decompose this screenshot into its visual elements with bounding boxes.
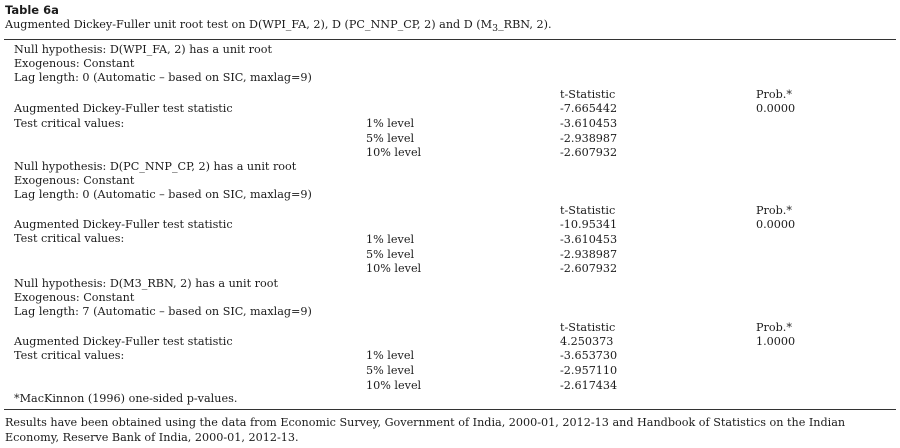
- critical-value: -2.938987: [560, 132, 618, 145]
- exogenous-row: Exogenous: Constant: [14, 291, 896, 305]
- critical-row-1: Test critical values: 1% level -3.610453: [14, 117, 896, 131]
- adf-t-statistic: -7.665442: [560, 102, 618, 115]
- critical-value: -3.610453: [560, 117, 618, 130]
- critical-values-label: Test critical values:: [14, 349, 125, 362]
- critical-values-label: Test critical values:: [14, 117, 125, 130]
- level-label: 1% level: [366, 349, 415, 362]
- adf-label: Augmented Dickey-Fuller test statistic: [14, 102, 233, 115]
- t-statistic-header: t-Statistic: [560, 204, 616, 217]
- null-hypothesis: Null hypothesis: D(WPI_FA, 2) has a unit…: [14, 43, 272, 56]
- prob-header: Prob.*: [756, 321, 792, 334]
- critical-value: -3.610453: [560, 233, 618, 246]
- critical-row-2: 5% level -2.938987: [14, 248, 896, 262]
- prob-header: Prob.*: [756, 88, 792, 101]
- critical-value: -3.653730: [560, 349, 618, 362]
- critical-value: -2.938987: [560, 248, 618, 261]
- lag-length-row: Lag length: 0 (Automatic – based on SIC,…: [14, 188, 896, 202]
- null-hypothesis: Null hypothesis: D(M3_RBN, 2) has a unit…: [14, 277, 278, 290]
- exogenous: Exogenous: Constant: [14, 291, 135, 304]
- table-label: Table 6a: [5, 3, 59, 17]
- level-label: 10% level: [366, 262, 422, 275]
- null-hypothesis-row: Null hypothesis: D(M3_RBN, 2) has a unit…: [14, 277, 896, 291]
- exogenous-row: Exogenous: Constant: [14, 174, 896, 188]
- adf-row: Augmented Dickey-Fuller test statistic -…: [14, 218, 896, 232]
- level-label: 1% level: [366, 117, 415, 130]
- lag-length: Lag length: 0 (Automatic – based on SIC,…: [14, 71, 312, 84]
- adf-probability: 1.0000: [756, 335, 796, 348]
- adf-probability: 0.0000: [756, 102, 796, 115]
- exogenous-row: Exogenous: Constant: [14, 57, 896, 71]
- critical-row-1: Test critical values:: [14, 232, 896, 246]
- critical-row-2: 5% level -2.938987: [14, 132, 896, 146]
- footnote-row: *MacKinnon (1996) one-sided p-values.: [14, 392, 896, 406]
- lag-length: Lag length: 7 (Automatic – based on SIC,…: [14, 305, 312, 318]
- table-body: Null hypothesis: D(WPI_FA, 2) has a unit…: [14, 43, 896, 405]
- footnote: *MacKinnon (1996) one-sided p-values.: [14, 392, 238, 405]
- critical-row-2: 5% level -2.957110: [14, 364, 896, 378]
- critical-value: -2.957110: [560, 364, 618, 377]
- critical-row-3: 10% level -2.617434: [14, 379, 896, 393]
- column-header-row: t-Statistic Prob.*: [14, 204, 896, 218]
- lag-length-row: Lag length: 7 (Automatic – based on SIC,…: [14, 305, 896, 319]
- adf-probability: 0.0000: [756, 218, 796, 231]
- adf-t-statistic: -10.95341: [560, 218, 618, 231]
- top-rule: [4, 39, 896, 40]
- level-label: 5% level: [366, 132, 415, 145]
- column-header-row: t-Statistic Prob.*: [14, 88, 896, 102]
- table-caption: Augmented Dickey-Fuller unit root test o…: [5, 18, 552, 35]
- level-label: 5% level: [366, 248, 415, 261]
- critical-row-3: 10% level -2.607932: [14, 262, 896, 276]
- level-label: 10% level: [366, 379, 422, 392]
- source-note: Results have been obtained using the dat…: [5, 416, 846, 444]
- adf-row: Augmented Dickey-Fuller test statistic 4…: [14, 335, 896, 349]
- null-hypothesis: Null hypothesis: D(PC_NNP_CP, 2) has a u…: [14, 160, 297, 173]
- critical-row-1: Test critical values: 1% level -3.653730: [14, 349, 896, 363]
- lag-length: Lag length: 0 (Automatic – based on SIC,…: [14, 188, 312, 201]
- critical-row-1-values: 1% level -3.610453: [14, 233, 896, 247]
- adf-label: Augmented Dickey-Fuller test statistic: [14, 335, 233, 348]
- level-label: 5% level: [366, 364, 415, 377]
- critical-values-label: Test critical values:: [14, 232, 125, 245]
- lag-length-row: Lag length: 0 (Automatic – based on SIC,…: [14, 71, 896, 85]
- adf-label: Augmented Dickey-Fuller test statistic: [14, 218, 233, 231]
- null-hypothesis-row: Null hypothesis: D(PC_NNP_CP, 2) has a u…: [14, 160, 896, 174]
- critical-value: -2.607932: [560, 146, 618, 159]
- critical-row-3: 10% level -2.607932: [14, 146, 896, 160]
- adf-t-statistic: 4.250373: [560, 335, 614, 348]
- t-statistic-header: t-Statistic: [560, 88, 616, 101]
- level-label: 10% level: [366, 146, 422, 159]
- critical-value: -2.607932: [560, 262, 618, 275]
- column-header-row: t-Statistic Prob.*: [14, 321, 896, 335]
- exogenous: Exogenous: Constant: [14, 57, 135, 70]
- exogenous: Exogenous: Constant: [14, 174, 135, 187]
- bottom-rule: [4, 409, 896, 410]
- null-hypothesis-row: Null hypothesis: D(WPI_FA, 2) has a unit…: [14, 43, 896, 57]
- critical-value: -2.617434: [560, 379, 618, 392]
- prob-header: Prob.*: [756, 204, 792, 217]
- adf-row: Augmented Dickey-Fuller test statistic -…: [14, 102, 896, 116]
- level-label: 1% level: [366, 233, 415, 246]
- t-statistic-header: t-Statistic: [560, 321, 616, 334]
